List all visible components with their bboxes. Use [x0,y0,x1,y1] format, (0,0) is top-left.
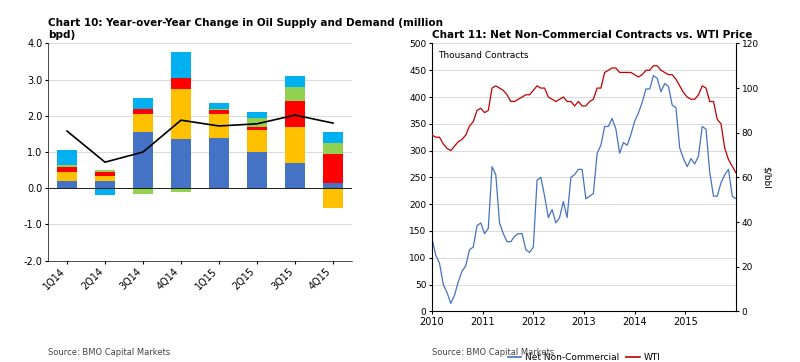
Bar [170,52,191,78]
Text: Source: BMO Capital Markets: Source: BMO Capital Markets [432,348,554,357]
Bar [322,132,343,143]
Bar [170,139,191,188]
Bar [170,78,191,89]
Bar [285,76,306,87]
Bar [322,183,343,188]
Bar [57,181,78,188]
Bar [209,103,230,109]
Bar [246,152,267,188]
Bar [285,127,306,163]
Bar [133,114,154,132]
Bar [322,188,343,208]
Text: Thousand Contracts: Thousand Contracts [438,51,529,60]
Bar [94,181,115,188]
Bar [94,188,115,195]
Bar [285,101,306,127]
Bar [285,87,306,101]
Bar [322,154,343,183]
Bar [133,188,154,194]
Bar [133,98,154,109]
Y-axis label: $/bbl: $/bbl [762,166,770,189]
Bar [170,188,191,192]
Bar [94,172,115,176]
Text: Source: BMO Capital Markets: Source: BMO Capital Markets [48,348,170,357]
Bar [94,176,115,181]
Bar [209,110,230,114]
Bar [285,163,306,188]
Bar [170,89,191,139]
Bar [209,114,230,138]
Bar [94,170,115,172]
Legend: Net Non-Commercial, WTI: Net Non-Commercial, WTI [504,350,664,362]
Bar [322,143,343,154]
Bar [57,167,78,172]
Bar [209,109,230,110]
Bar [209,138,230,188]
Text: Chart 10: Year-over-Year Change in Oil Supply and Demand (million
bpd): Chart 10: Year-over-Year Change in Oil S… [48,18,443,40]
Bar [57,150,78,165]
Bar [57,165,78,167]
Bar [57,172,78,181]
Bar [133,109,154,114]
Bar [133,132,154,188]
Bar [246,130,267,152]
Text: Chart 11: Net Non-Commercial Contracts vs. WTI Price: Chart 11: Net Non-Commercial Contracts v… [432,30,752,40]
Bar [246,118,267,127]
Bar [246,127,267,130]
Bar [246,112,267,118]
